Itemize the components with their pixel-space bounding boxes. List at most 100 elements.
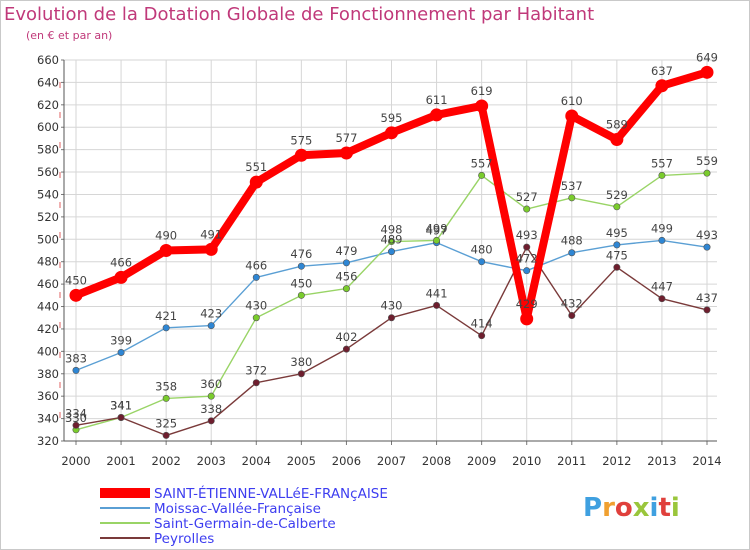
data-label: 559: [696, 154, 718, 168]
data-label: 488: [561, 234, 583, 248]
data-point: [523, 243, 531, 251]
data-label: 529: [606, 188, 628, 202]
legend-label: SAINT-ÉTIENNE-VALLéE-FRANçAISE: [154, 485, 388, 502]
x-tick-label: 2011: [557, 454, 586, 468]
legend-label: Peyrolles: [154, 531, 214, 547]
data-label: 577: [335, 131, 357, 145]
data-label: 423: [200, 307, 222, 321]
y-tick-label: 360: [37, 389, 59, 403]
data-point: [207, 392, 215, 400]
data-label: 610: [561, 94, 583, 108]
data-label: 414: [471, 317, 493, 331]
data-label: 432: [561, 296, 583, 310]
data-point: [568, 194, 576, 202]
y-tick-label: 320: [37, 434, 59, 448]
y-tick-label: 540: [37, 187, 59, 201]
data-point: [114, 270, 128, 284]
data-label: 466: [110, 255, 132, 269]
data-label: 557: [471, 156, 493, 170]
x-tick-label: 2012: [602, 454, 631, 468]
data-point: [658, 236, 666, 244]
data-point: [117, 413, 125, 421]
data-point: [613, 203, 621, 211]
data-point: [433, 236, 441, 244]
y-tick-label: 380: [37, 367, 59, 381]
data-point: [655, 79, 669, 93]
data-point: [342, 345, 350, 353]
data-point: [610, 133, 624, 147]
data-point: [478, 258, 486, 266]
data-point: [342, 285, 350, 293]
data-point: [69, 288, 83, 302]
data-label: 330: [65, 411, 87, 425]
data-label: 429: [516, 297, 538, 311]
data-point: [703, 169, 711, 177]
data-label: 489: [381, 233, 403, 247]
data-point: [658, 171, 666, 179]
data-point: [703, 243, 711, 251]
data-label: 360: [200, 377, 222, 391]
data-point: [613, 263, 621, 271]
data-label: 475: [606, 248, 628, 262]
data-label: 557: [651, 156, 673, 170]
data-point: [478, 332, 486, 340]
data-label: 493: [696, 228, 718, 242]
data-label: 372: [245, 364, 267, 378]
data-point: [159, 244, 173, 257]
y-tick-label: 520: [37, 210, 59, 224]
data-label: 430: [245, 299, 267, 313]
data-label: 490: [155, 229, 177, 243]
data-label: 341: [110, 398, 132, 412]
data-label: 575: [290, 133, 312, 147]
data-point: [294, 148, 308, 162]
x-tick-label: 2001: [106, 454, 135, 468]
data-label: 441: [426, 286, 448, 300]
data-label: 498: [381, 223, 403, 237]
data-label: 649: [696, 50, 718, 64]
data-point: [475, 99, 489, 113]
data-point: [162, 394, 170, 402]
data-label: 430: [381, 299, 403, 313]
data-label: 334: [65, 406, 87, 420]
data-label: 495: [606, 226, 628, 240]
data-label: 450: [290, 276, 312, 290]
y-tick-label: 420: [37, 322, 59, 336]
data-point: [568, 249, 576, 257]
data-point: [568, 311, 576, 319]
data-point: [523, 205, 531, 213]
data-label: 399: [110, 333, 132, 347]
data-label: 338: [200, 402, 222, 416]
data-point: [430, 108, 444, 122]
data-point: [207, 322, 215, 330]
y-tick-label: 480: [37, 255, 59, 269]
data-label: 499: [426, 221, 448, 235]
data-point: [204, 242, 218, 256]
data-label: 383: [65, 351, 87, 365]
data-point: [249, 175, 263, 189]
data-point: [297, 291, 305, 299]
data-point: [658, 295, 666, 303]
data-label: 589: [606, 118, 628, 132]
y-tick-label: 620: [37, 98, 59, 112]
data-point: [523, 267, 531, 275]
data-label: 637: [651, 64, 673, 78]
data-point: [339, 146, 353, 160]
data-label: 456: [335, 270, 357, 284]
data-point: [433, 301, 441, 309]
data-label: 493: [516, 228, 538, 242]
data-label: 491: [200, 227, 222, 241]
y-tick-label: 440: [37, 300, 59, 314]
chart-title: Evolution de la Dotation Globale de Fonc…: [4, 4, 595, 25]
data-label: 466: [245, 258, 267, 272]
x-tick-label: 2008: [422, 454, 451, 468]
data-point: [387, 314, 395, 322]
data-point: [565, 109, 579, 123]
data-label: 537: [561, 179, 583, 193]
data-point: [252, 379, 260, 387]
chart-subtitle: (en € et par an): [26, 29, 113, 42]
data-point: [207, 417, 215, 425]
y-tick-label: 580: [37, 143, 59, 157]
data-label: 480: [471, 243, 493, 257]
data-label: 611: [426, 93, 448, 107]
